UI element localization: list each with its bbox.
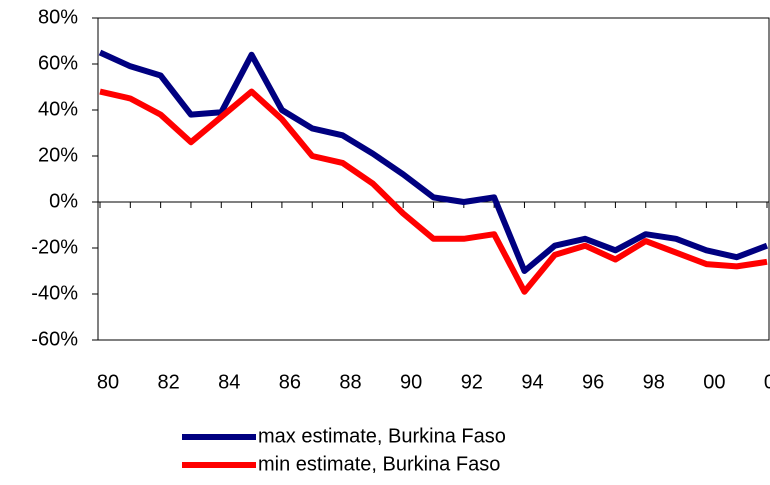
- y-tick-label: -40%: [31, 282, 78, 304]
- x-tick-label: 80: [97, 371, 119, 393]
- x-tick-label: 90: [400, 371, 422, 393]
- x-tick-label: 82: [158, 371, 180, 393]
- y-tick-label: -20%: [31, 236, 78, 258]
- y-tick-label: 40%: [38, 98, 78, 120]
- x-tick-label: 98: [643, 371, 665, 393]
- legend-label: max estimate, Burkina Faso: [258, 425, 506, 447]
- x-tick-label: 92: [461, 371, 483, 393]
- x-tick-label: 94: [521, 371, 543, 393]
- y-tick-label: 0%: [49, 190, 78, 212]
- series-line: [99, 88, 768, 295]
- y-tick-label: 20%: [38, 144, 78, 166]
- x-tick-label: 86: [279, 371, 301, 393]
- x-tick-label: 02: [764, 371, 770, 393]
- legend-label: min estimate, Burkina Faso: [258, 453, 500, 475]
- x-tick-label: 84: [218, 371, 240, 393]
- plot-frame: [97, 17, 770, 341]
- x-tick-label: 96: [582, 371, 604, 393]
- y-tick-label: -60%: [31, 328, 78, 350]
- x-tick-label: 88: [339, 371, 361, 393]
- x-tick-label: 00: [703, 371, 725, 393]
- y-tick-label: 60%: [38, 52, 78, 74]
- series-line: [98, 49, 769, 274]
- y-tick-label: 80%: [38, 6, 78, 28]
